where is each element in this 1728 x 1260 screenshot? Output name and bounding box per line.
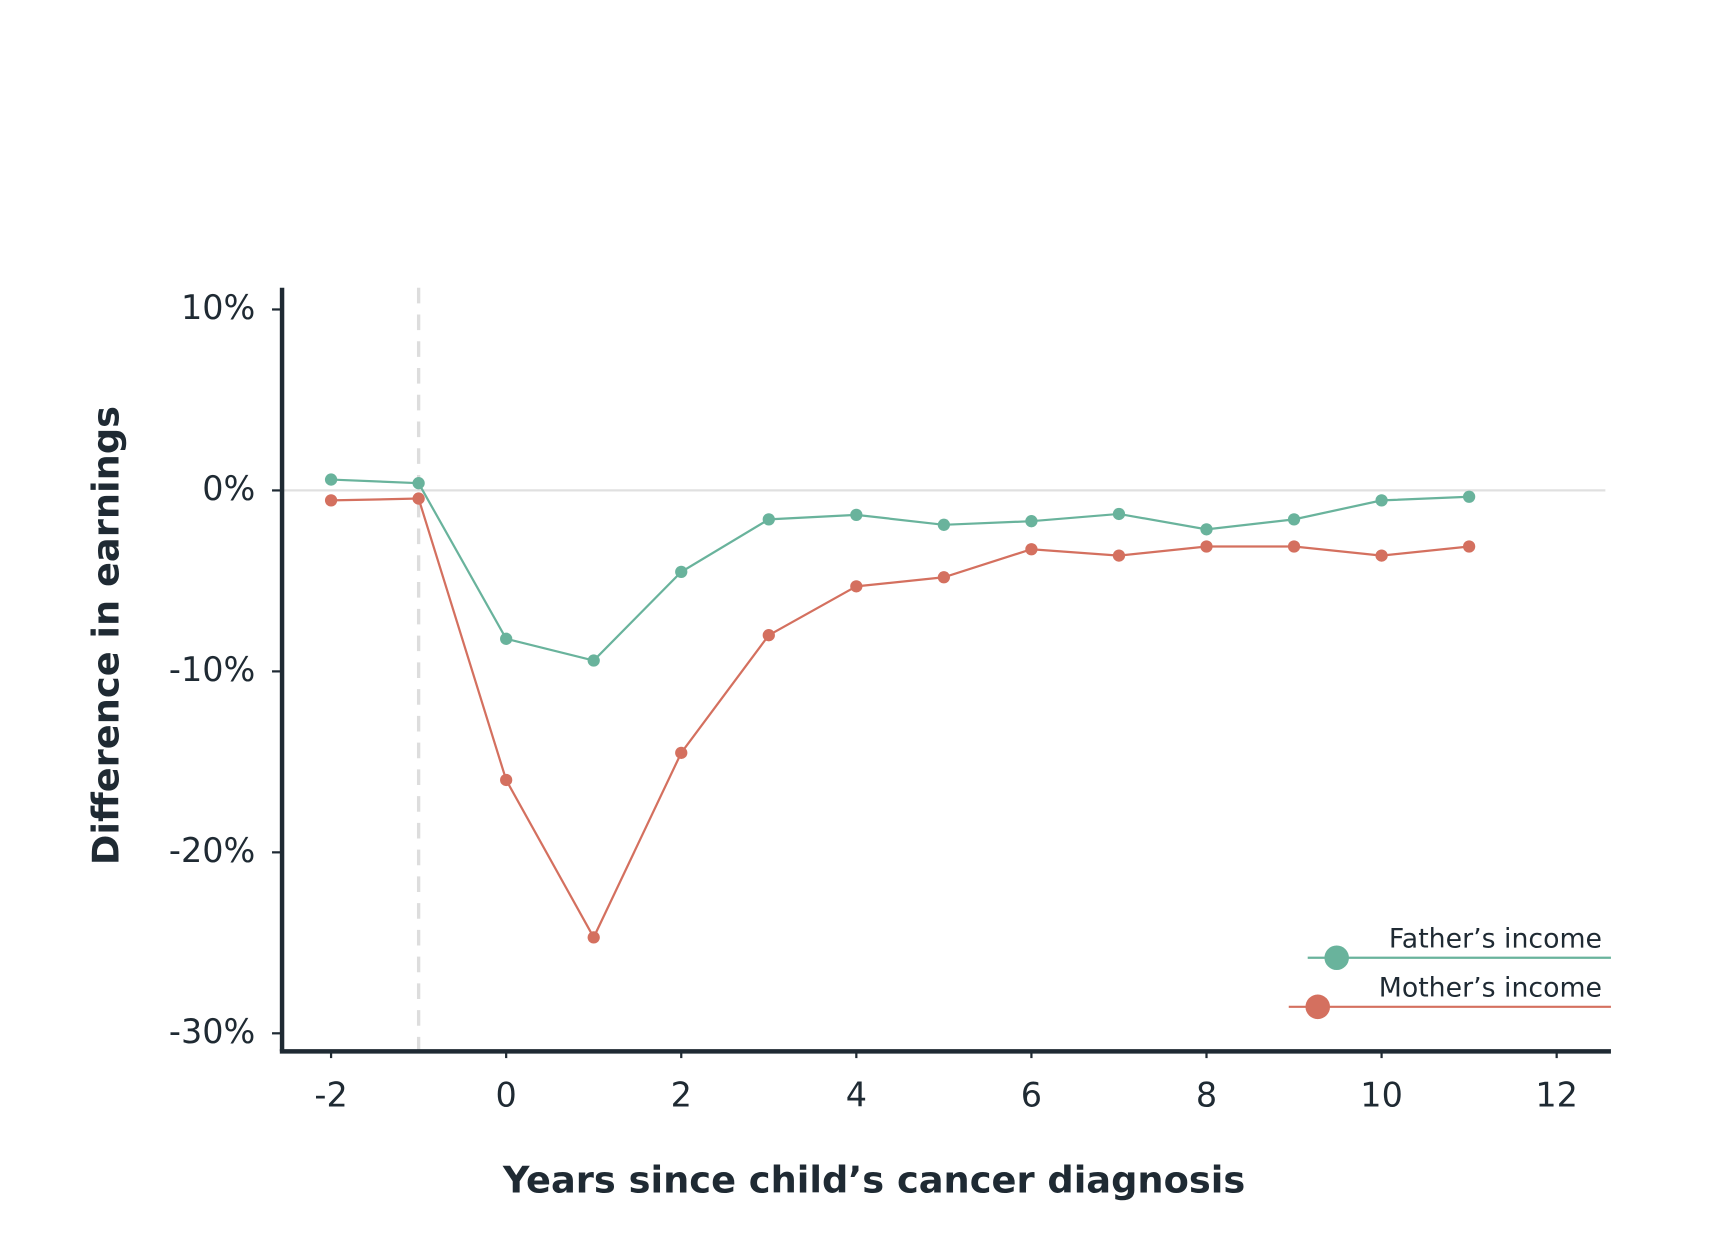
point [762,513,775,526]
point [1200,523,1213,536]
x-tick-label: 0 [496,1076,517,1115]
legend-label: Father’s income [1389,923,1602,954]
point [850,580,863,593]
point [1462,490,1476,503]
point [1375,549,1388,562]
y-tick-label: -20% [169,831,255,870]
point [587,931,600,944]
point [1025,543,1038,556]
x-tick-label: 10 [1360,1076,1403,1115]
point [1375,494,1388,507]
point [412,492,425,505]
legend-dot [1305,994,1331,1020]
x-tick-label: 4 [846,1076,867,1115]
legend-label: Mother’s income [1379,972,1602,1003]
y-tick-label: -30% [169,1012,255,1051]
y-tick-label: 10% [181,288,255,327]
point [675,746,688,759]
x-tick-label: 8 [1196,1076,1217,1115]
point [500,632,513,645]
x-tick-label: 2 [671,1076,692,1115]
point [1287,513,1301,526]
point [500,773,513,787]
point [1025,515,1038,528]
y-axis-label: Difference in earnings [85,406,128,865]
point [324,494,338,507]
point [1112,507,1126,521]
x-tick-label: 12 [1535,1076,1578,1115]
point [324,473,338,486]
point [1287,540,1301,553]
point [1462,540,1476,553]
series-line [331,497,1470,940]
point [937,518,951,531]
point [762,629,775,642]
x-tick-label: 6 [1021,1076,1042,1115]
series-line [331,478,1470,662]
point [675,565,688,578]
point [1112,549,1126,562]
point [850,508,863,521]
x-axis-label: Years since child’s cancer diagnosis [502,1158,1245,1201]
x-tick-label: -2 [314,1076,347,1115]
point [1200,540,1213,553]
point [412,477,425,490]
y-tick-label: -10% [169,650,255,689]
y-tick-label: 0% [202,469,255,508]
legend-dot [1324,945,1349,971]
point [587,654,600,667]
point [937,571,951,584]
